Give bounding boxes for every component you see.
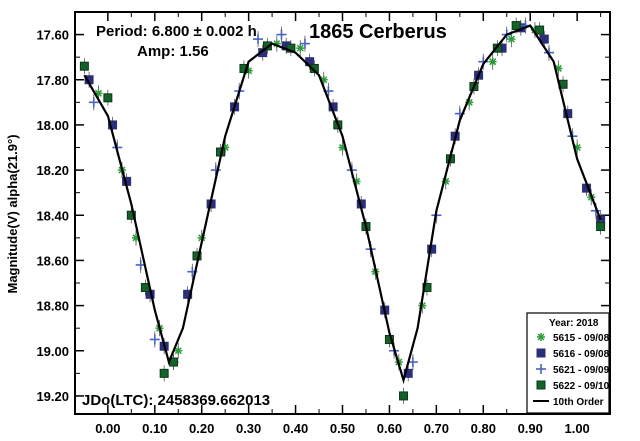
legend-entry: 5616 - 09/08 xyxy=(536,348,610,360)
data-point-series-1 xyxy=(507,35,516,44)
data-point-series-2 xyxy=(183,289,193,299)
amp-annotation: Amp: 1.56 xyxy=(137,43,209,60)
data-point-series-4 xyxy=(535,25,545,35)
legend-marker xyxy=(536,364,546,374)
data-point-series-4 xyxy=(159,368,169,378)
x-tick-label: 0.00 xyxy=(95,421,120,436)
x-tick-label: 0.40 xyxy=(283,421,308,436)
period-annotation: Period: 6.800 ± 0.002 h xyxy=(96,23,257,40)
data-point-series-3 xyxy=(407,357,418,368)
data-point-series-4 xyxy=(286,43,296,53)
legend-label: 10th Order xyxy=(553,397,604,408)
data-point-series-3 xyxy=(88,97,99,108)
data-point-series-4 xyxy=(492,43,502,53)
y-tick-label: 18.60 xyxy=(36,253,69,268)
y-tick-label: 18.20 xyxy=(36,163,69,178)
data-point-series-4 xyxy=(309,63,319,73)
x-tick-label: 0.20 xyxy=(189,421,214,436)
data-point-series-2 xyxy=(108,120,118,130)
legend-entry: 5622 - 09/10 xyxy=(536,380,610,392)
legend: Year: 2018 5615 - 09/08 5616 - 09/08 5621 … xyxy=(526,312,610,414)
data-point-series-4 xyxy=(399,391,409,401)
x-tick-label: 0.70 xyxy=(424,421,449,436)
legend-title: Year: 2018 xyxy=(549,318,599,329)
y-tick-label: 17.60 xyxy=(36,28,69,43)
x-tick-label: 1.00 xyxy=(564,421,589,436)
legend-box xyxy=(526,312,610,414)
data-point-series-3 xyxy=(210,165,221,176)
legend-label: 5622 - 09/10 xyxy=(553,381,610,392)
chart-title: 1865 Cerberus xyxy=(309,21,447,43)
x-tick-label: 0.50 xyxy=(330,421,355,436)
legend-entry: 5621 - 09/09 xyxy=(536,364,610,376)
data-point-series-3 xyxy=(253,34,264,45)
x-tick-label: 0.30 xyxy=(236,421,261,436)
y-tick-label: 17.80 xyxy=(36,73,69,88)
x-tick-label: 0.80 xyxy=(471,421,496,436)
data-point-series-3 xyxy=(299,38,310,49)
legend-marker xyxy=(536,348,546,358)
y-axis-tick-labels: 17.60 17.80 18.00 18.20 18.40 18.60 18.80 19.00… xyxy=(36,28,69,404)
y-tick-label: 18.80 xyxy=(36,299,69,314)
legend-label: 5616 - 09/08 xyxy=(553,349,610,360)
legend-entry: 10th Order xyxy=(533,397,604,408)
legend-entry: 5615 - 09/08 xyxy=(537,333,610,344)
y-tick-label: 18.00 xyxy=(36,118,69,133)
data-point-series-1 xyxy=(488,57,497,66)
data-point-series-4 xyxy=(126,210,136,220)
data-point-series-4 xyxy=(596,222,606,232)
legend-label: 5615 - 09/08 xyxy=(553,333,610,344)
fit-curve-10th-order xyxy=(83,24,602,385)
data-point-series-4 xyxy=(511,21,521,31)
data-point-series-1 xyxy=(296,44,305,53)
y-tick-label: 19.20 xyxy=(36,389,69,404)
legend-marker xyxy=(537,333,545,341)
data-point-series-4 xyxy=(103,93,113,103)
jdo-annotation: JDo(LTC): 2458369.662013 xyxy=(82,392,270,409)
x-axis-tick-labels: 0.00 0.10 0.20 0.30 0.40 0.50 0.60 0.70 0.80 0.90… xyxy=(95,421,590,436)
data-point-series-1 xyxy=(319,75,328,84)
x-tick-label: 0.10 xyxy=(142,421,167,436)
y-tick-label: 19.00 xyxy=(36,344,69,359)
data-point-series-1 xyxy=(174,346,183,355)
data-point-series-3 xyxy=(149,334,160,345)
x-tick-label: 0.90 xyxy=(518,421,543,436)
y-tick-label: 18.40 xyxy=(36,208,69,223)
y-axis-label: Magnitude(V) alpha(21.9°) xyxy=(5,134,20,293)
data-point-series-3 xyxy=(276,29,287,40)
data-point-series-4 xyxy=(239,63,249,73)
legend-marker xyxy=(536,380,546,390)
x-tick-label: 0.60 xyxy=(377,421,402,436)
data-point-series-4 xyxy=(422,283,432,293)
legend-label: 5621 - 09/09 xyxy=(553,365,610,376)
data-point-series-4 xyxy=(79,61,89,71)
legend-entries: 5615 - 09/08 5616 - 09/08 5621 - 09/09 5622… xyxy=(533,333,610,408)
